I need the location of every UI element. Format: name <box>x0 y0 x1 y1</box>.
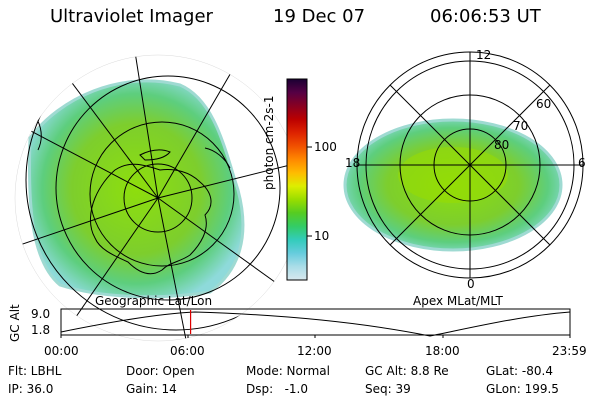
dsp-field: Dsp: -1.0 <box>246 382 309 396</box>
mlt-label-0: 0 <box>467 277 475 291</box>
mode-field: Mode: Normal <box>246 364 330 378</box>
mlt-label-6: 6 <box>578 156 586 170</box>
gc-alt-field: GC Alt: 8.8 Re <box>365 364 449 378</box>
coastline <box>90 149 212 275</box>
date-label: 19 Dec 07 <box>273 6 366 27</box>
time-label: 06:06:53 UT <box>430 6 541 27</box>
timeline-ylabel: GC Alt <box>8 304 22 342</box>
filter-field: Flt: LBHL <box>8 364 62 378</box>
timeline-xtick-0600: 06:00 <box>170 344 205 358</box>
mlt-label-18: 18 <box>345 156 361 170</box>
glat-field: GLat: -80.4 <box>486 364 553 378</box>
seq-field: Seq: 39 <box>365 382 411 396</box>
aurora-emission-left <box>27 79 245 299</box>
apex-caption: Apex MLat/MLT <box>413 294 503 308</box>
colorbar-unit-label: photon cm-2s-1 <box>262 95 276 191</box>
timeline-xtick-0000: 00:00 <box>44 344 79 358</box>
timeline-xtick-2359: 23:59 <box>552 344 587 358</box>
mlt-label-12: 12 <box>476 48 492 62</box>
mlat-label-60: 60 <box>536 97 552 111</box>
timeline-ytick-1-8: 1.8 <box>31 323 51 337</box>
timeline-ytick-9: 9.0 <box>31 307 51 321</box>
geographic-caption: Geographic Lat/Lon <box>95 294 213 308</box>
timeline-xtick-1800: 18:00 <box>425 344 460 358</box>
colorbar <box>286 78 308 281</box>
colorbar-tick-100: 100 <box>314 140 337 154</box>
gain-field: Gain: 14 <box>126 382 177 396</box>
colorbar-tick-10: 10 <box>314 229 330 243</box>
apex-mlat-mlt-map <box>343 51 584 279</box>
altitude-timeline <box>60 308 571 338</box>
door-field: Door: Open <box>126 364 195 378</box>
ip-field: IP: 36.0 <box>8 382 54 396</box>
altitude-curve <box>60 311 571 337</box>
timeline-xtick-1200: 12:00 <box>297 344 332 358</box>
mlat-label-80: 80 <box>494 138 510 152</box>
mlat-label-70: 70 <box>513 119 529 133</box>
instrument-title: Ultraviolet Imager <box>50 6 213 27</box>
glon-field: GLon: 199.5 <box>486 382 559 396</box>
